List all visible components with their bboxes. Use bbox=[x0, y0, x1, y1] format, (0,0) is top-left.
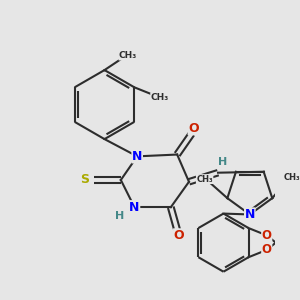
Text: N: N bbox=[129, 201, 140, 214]
Text: O: O bbox=[262, 243, 272, 256]
Text: N: N bbox=[244, 208, 255, 221]
Text: CH₃: CH₃ bbox=[196, 175, 213, 184]
Text: CH₃: CH₃ bbox=[119, 51, 137, 60]
Text: CH₃: CH₃ bbox=[284, 173, 300, 182]
Text: H: H bbox=[115, 211, 124, 221]
Text: H: H bbox=[218, 157, 227, 167]
Text: O: O bbox=[262, 229, 272, 242]
Text: O: O bbox=[174, 229, 184, 242]
Text: CH₃: CH₃ bbox=[151, 93, 169, 102]
Text: O: O bbox=[188, 122, 199, 135]
Text: S: S bbox=[80, 173, 89, 187]
Text: N: N bbox=[132, 150, 142, 163]
